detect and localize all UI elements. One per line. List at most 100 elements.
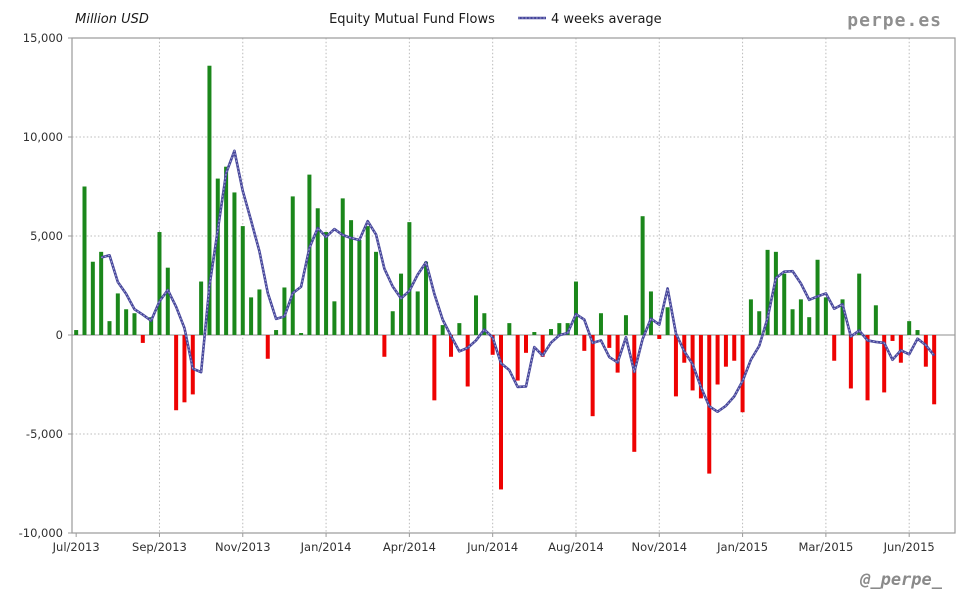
flow-bar <box>424 261 429 335</box>
flow-bar <box>82 186 87 335</box>
flow-bar <box>365 226 370 335</box>
flow-bar <box>207 65 212 335</box>
flow-bar <box>407 222 412 335</box>
flow-bar <box>607 335 612 348</box>
y-tick-label: 5,000 <box>30 229 63 243</box>
flow-bar <box>565 323 570 335</box>
y-tick-label: 15,000 <box>23 31 63 45</box>
flow-bar <box>673 335 678 397</box>
gridlines-layer <box>72 38 955 533</box>
flow-bar <box>723 335 728 367</box>
flow-bar <box>90 261 95 335</box>
x-tick-label: Sep/2013 <box>132 540 187 554</box>
flow-bar <box>732 335 737 361</box>
axis-labels-layer: Jul/2013 Sep/2013 Nov/2013 Jan/2014 Apr/2014… <box>19 31 935 554</box>
flow-bar <box>182 335 187 403</box>
flow-bar <box>548 329 553 335</box>
flow-bar <box>907 321 912 335</box>
flow-bar <box>140 335 145 343</box>
flow-bar <box>932 335 937 405</box>
flow-bar <box>807 317 812 335</box>
flow-bar <box>632 335 637 452</box>
flow-bar <box>432 335 437 401</box>
flow-bar <box>798 299 803 335</box>
flow-bar <box>848 335 853 389</box>
flow-bar <box>582 335 587 351</box>
flow-bar <box>623 315 628 335</box>
flow-bar <box>873 305 878 335</box>
flow-bar <box>332 301 337 335</box>
flow-bar <box>590 335 595 417</box>
flow-bar <box>615 335 620 373</box>
flow-bar <box>324 232 329 335</box>
x-tick-label: Jun/2015 <box>883 540 935 554</box>
bars-layer <box>74 65 937 490</box>
flow-bar <box>507 323 512 335</box>
flow-bar <box>457 323 462 335</box>
flow-bar <box>540 335 545 357</box>
flow-bar <box>832 335 837 361</box>
flow-bar <box>357 239 362 335</box>
flow-bar <box>274 330 279 335</box>
flow-bar <box>490 335 495 355</box>
flow-bar <box>215 178 220 335</box>
flow-bar <box>257 289 262 335</box>
flow-bar <box>765 249 770 335</box>
flow-bar <box>865 335 870 401</box>
x-tick-label: Jul/2013 <box>52 540 100 554</box>
flow-bar <box>748 299 753 335</box>
x-tick-label: Jan/2014 <box>300 540 352 554</box>
flow-bar <box>349 220 354 335</box>
flow-bar <box>557 323 562 335</box>
flow-bar <box>474 295 479 335</box>
flow-bar <box>665 307 670 335</box>
x-tick-label: Nov/2014 <box>631 540 687 554</box>
flow-bar <box>307 174 312 335</box>
y-tick-label: 10,000 <box>23 130 63 144</box>
y-axis-units-label: Million USD <box>75 12 149 27</box>
flow-bar <box>290 196 295 335</box>
average-line-layer <box>100 149 936 414</box>
flow-bar <box>882 335 887 393</box>
flow-bar <box>199 281 204 335</box>
flow-bar <box>449 335 454 357</box>
flow-bar <box>374 251 379 335</box>
x-tick-label: Nov/2013 <box>215 540 271 554</box>
flow-bar <box>399 273 404 335</box>
flow-bar <box>382 335 387 357</box>
flow-bar <box>773 251 778 335</box>
flow-bar <box>648 291 653 335</box>
y-tick-label: -5,000 <box>26 427 63 441</box>
flow-bar <box>524 335 528 353</box>
flow-bar <box>715 335 720 385</box>
x-tick-label: Aug/2014 <box>548 540 604 554</box>
legend-label: 4 weeks average <box>551 12 662 27</box>
flow-bar <box>923 335 928 367</box>
flow-bar <box>174 335 179 411</box>
flow-bar <box>782 273 787 335</box>
flow-bar <box>240 226 245 335</box>
y-tick-label: 0 <box>56 328 63 342</box>
flow-bar <box>657 335 662 339</box>
flow-bar <box>440 325 445 335</box>
flow-bar <box>99 251 104 335</box>
x-tick-label: Apr/2014 <box>383 540 436 554</box>
flow-bar <box>482 313 487 335</box>
flow-bar <box>465 335 470 387</box>
y-tick-label: -10,000 <box>19 526 63 540</box>
flow-bar <box>515 335 520 381</box>
flow-bar <box>157 232 162 335</box>
flow-bar <box>698 335 703 399</box>
flow-bar <box>890 335 895 341</box>
watermark-bottom: @_perpe_ <box>859 570 943 590</box>
flow-bar <box>857 273 862 335</box>
flow-bar <box>915 330 920 335</box>
flow-bar <box>124 309 129 335</box>
flow-bar <box>224 166 229 335</box>
legend: 4 weeks average <box>518 12 662 27</box>
flow-bar <box>390 311 395 335</box>
flow-bar <box>340 198 345 335</box>
flow-bar <box>232 192 237 335</box>
